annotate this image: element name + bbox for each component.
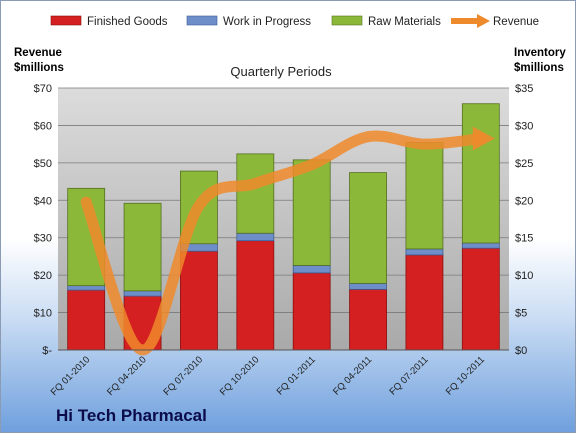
bar-raw-materials <box>123 202 162 292</box>
category-tick-label: FQ 10-2011 <box>444 354 487 397</box>
bar-work-in-progress <box>236 232 275 242</box>
legend-label-raw-materials: Raw Materials <box>368 16 441 28</box>
left-tick-label: $50 <box>34 158 52 170</box>
bar-series <box>67 103 500 351</box>
left-tick-label: $40 <box>34 195 52 207</box>
left-tick-label: $70 <box>34 83 52 95</box>
legend-arrow-revenue <box>477 14 490 28</box>
left-tick-label: $- <box>42 345 52 357</box>
bar-finished-goods <box>236 240 275 351</box>
bar-raw-materials <box>349 172 387 284</box>
left-tick-label: $30 <box>34 233 52 245</box>
right-tick-label: $0 <box>515 345 527 357</box>
bar-work-in-progress <box>349 282 387 290</box>
legend: Finished Goods Work in Progress Raw Mate… <box>50 14 539 28</box>
company-name: Hi Tech Pharmacal <box>56 406 207 425</box>
right-tick-label: $10 <box>515 270 533 282</box>
bar-finished-goods <box>180 250 218 351</box>
bar-finished-goods <box>349 288 387 351</box>
bar-work-in-progress <box>123 290 162 297</box>
bar-work-in-progress <box>292 265 331 274</box>
bar-work-in-progress <box>405 248 444 256</box>
legend-swatch-finished-goods <box>50 15 82 26</box>
bar-work-in-progress <box>67 285 106 291</box>
right-tick-label: $35 <box>515 83 533 95</box>
revenue-line <box>80 126 495 356</box>
right-axis-label-line1: Inventory <box>514 47 566 59</box>
category-tick-label: FQ 07-2011 <box>387 354 430 397</box>
bar-raw-materials <box>236 153 275 234</box>
legend-label-finished-goods: Finished Goods <box>87 16 168 28</box>
legend-label-revenue: Revenue <box>493 16 539 28</box>
category-tick-label: FQ 01-2010 <box>49 354 93 398</box>
left-axis-label-line2: $millions <box>14 62 64 74</box>
bar-raw-materials <box>461 103 500 244</box>
legend-label-work-in-progress: Work in Progress <box>223 16 311 28</box>
right-tick-label: $30 <box>515 120 533 132</box>
right-tick-label: $20 <box>515 195 533 207</box>
bar-finished-goods <box>292 272 331 351</box>
legend-swatch-raw-materials <box>331 15 363 26</box>
left-tick-label: $60 <box>34 120 52 132</box>
bar-finished-goods <box>67 289 106 351</box>
bar-raw-materials <box>292 159 331 266</box>
revenue-line-path <box>80 130 487 356</box>
right-axis-label-line2: $millions <box>514 62 564 74</box>
right-tick-label: $15 <box>515 233 533 245</box>
chart-subtitle: Quarterly Periods <box>230 64 332 79</box>
bar-finished-goods <box>461 247 500 351</box>
category-tick-label: FQ 10-2010 <box>218 354 262 398</box>
bar-raw-materials <box>405 142 444 250</box>
category-tick-label: FQ 04-2010 <box>105 354 149 398</box>
category-tick-label: FQ 07-2010 <box>161 354 205 398</box>
bar-work-in-progress <box>461 242 500 249</box>
category-tick-label: FQ 01-2011 <box>275 354 318 397</box>
bar-finished-goods <box>405 254 444 351</box>
left-tick-label: $20 <box>34 270 52 282</box>
left-tick-label: $10 <box>34 308 52 320</box>
right-tick-label: $25 <box>515 158 533 170</box>
category-tick-label: FQ 04-2011 <box>331 354 374 397</box>
legend-swatch-work-in-progress <box>186 15 218 26</box>
left-axis-label-line1: Revenue <box>14 47 62 59</box>
right-tick-label: $5 <box>515 308 527 320</box>
revenue-line-arrowhead <box>472 126 495 151</box>
